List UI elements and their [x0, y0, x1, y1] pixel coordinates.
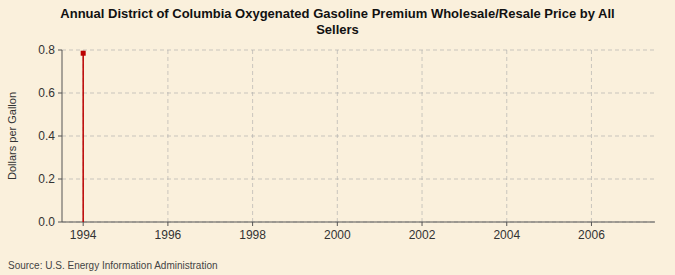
- tick-label-y: 0.2: [38, 172, 55, 186]
- tick-label-y: 0.0: [38, 215, 55, 229]
- x-axis-line: [62, 222, 655, 223]
- grid-line-y: [62, 179, 655, 180]
- source: Source: U.S. Energy Information Administ…: [8, 260, 218, 271]
- tick-y: [58, 93, 62, 94]
- tick-y: [58, 179, 62, 180]
- tick-label-y: 0.4: [38, 129, 55, 143]
- tick-label-x: 2006: [578, 228, 605, 242]
- data: [81, 51, 86, 222]
- grid-line-x: [83, 50, 84, 222]
- tick-label-y: 0.6: [38, 86, 55, 100]
- chart: Annual District of Columbia Oxygenated G…: [0, 0, 675, 275]
- title-line: Annual District of Columbia Oxygenated G…: [60, 6, 614, 21]
- title-line: Sellers: [316, 22, 359, 37]
- tick-x: [422, 222, 423, 226]
- tick-label-x: 2002: [409, 228, 436, 242]
- tick-label-x: 1998: [239, 228, 266, 242]
- tick-y: [58, 50, 62, 51]
- tick-x: [337, 222, 338, 226]
- y-axis-line: [62, 50, 63, 222]
- tick-label-y: 0.8: [38, 43, 55, 57]
- grid-line-y: [62, 93, 655, 94]
- tick-label-x: 1996: [155, 228, 182, 242]
- title: Annual District of Columbia Oxygenated G…: [60, 6, 614, 37]
- tick-y: [58, 222, 62, 223]
- tick-x: [167, 222, 168, 226]
- tick-y: [58, 136, 62, 137]
- axes: 1994 1996 1998 2000 2002 2004 2006 0.0 0.2 0.4 0.6…: [38, 43, 655, 242]
- y-axis-label: Dollars per Gallon: [6, 92, 18, 180]
- tick-x: [506, 222, 507, 226]
- tick-x: [252, 222, 253, 226]
- tick-x: [591, 222, 592, 226]
- tick-label-x: 2000: [324, 228, 351, 242]
- marker: [81, 51, 86, 56]
- background: [0, 0, 675, 275]
- grid-line-x: [591, 50, 592, 222]
- tick-label-x: 2004: [493, 228, 520, 242]
- grid-line-y: [62, 50, 655, 51]
- grid-line-y: [62, 222, 655, 223]
- tick-label-x: 1994: [70, 228, 97, 242]
- grid: [62, 50, 655, 222]
- grid-line-y: [62, 136, 655, 137]
- stem: [82, 53, 84, 222]
- tick-x: [83, 222, 84, 226]
